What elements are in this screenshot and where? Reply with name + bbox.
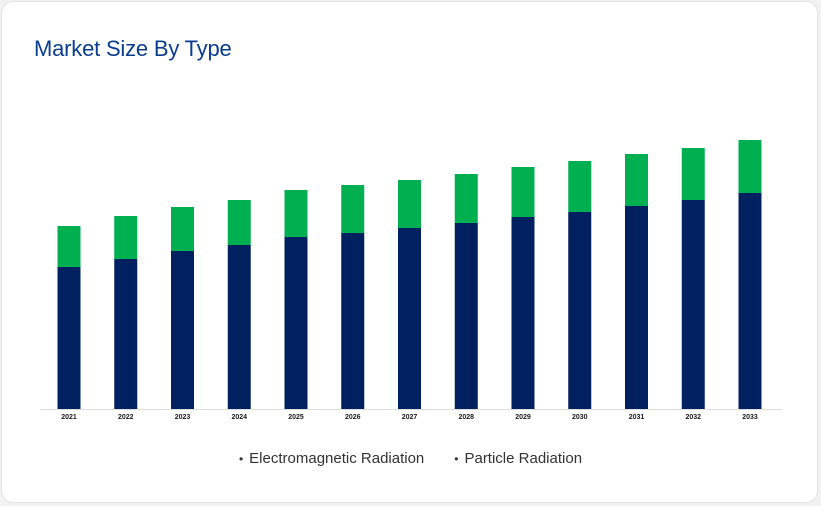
bar-particle-2029[interactable]: [511, 167, 535, 217]
x-tick-label-2026: 2026: [345, 414, 361, 421]
x-tick-label-2029: 2029: [515, 414, 531, 421]
x-tick-label-2033: 2033: [742, 414, 758, 421]
bar-particle-2032[interactable]: [681, 148, 705, 200]
chart-title: Market Size By Type: [34, 36, 232, 61]
x-tick-label-2030: 2030: [572, 414, 588, 421]
legend-item-electromagnetic[interactable]: • Electromagnetic Radiation: [239, 450, 424, 467]
bar-particle-2025[interactable]: [284, 190, 308, 237]
bar-electromagnetic-2029[interactable]: [511, 217, 535, 409]
x-tick-label-2025: 2025: [288, 414, 304, 421]
bar-particle-2023[interactable]: [171, 207, 194, 251]
bar-particle-2022[interactable]: [114, 216, 138, 259]
bar-electromagnetic-2031[interactable]: [625, 206, 648, 409]
bar-electromagnetic-2021[interactable]: [57, 267, 81, 409]
bar-particle-2024[interactable]: [227, 200, 251, 245]
bullet-icon: •: [238, 451, 244, 466]
bar-particle-2021[interactable]: [57, 226, 81, 267]
bar-electromagnetic-2026[interactable]: [341, 233, 365, 409]
legend-item-particle[interactable]: • Particle Radiation: [454, 450, 582, 467]
bullet-icon: •: [454, 451, 459, 466]
bar-particle-2030[interactable]: [568, 161, 592, 212]
legend-label: Particle Radiation: [464, 450, 583, 467]
bar-electromagnetic-2022[interactable]: [114, 259, 138, 409]
x-tick-label-2031: 2031: [629, 414, 645, 421]
bar-particle-2027[interactable]: [398, 180, 421, 228]
bar-particle-2031[interactable]: [625, 154, 648, 206]
x-tick-label-2022: 2022: [118, 414, 134, 421]
bar-particle-2028[interactable]: [454, 174, 478, 223]
bar-electromagnetic-2025[interactable]: [284, 237, 308, 409]
bar-electromagnetic-2033[interactable]: [738, 193, 762, 409]
bar-particle-2033[interactable]: [738, 140, 762, 193]
x-tick-label-2021: 2021: [61, 414, 77, 421]
bar-electromagnetic-2028[interactable]: [454, 223, 478, 409]
bar-electromagnetic-2023[interactable]: [171, 251, 194, 409]
bar-particle-2026[interactable]: [341, 185, 365, 233]
x-tick-label-2032: 2032: [685, 414, 701, 421]
bar-electromagnetic-2032[interactable]: [681, 200, 705, 409]
x-tick-label-2023: 2023: [175, 414, 191, 421]
bar-electromagnetic-2027[interactable]: [398, 228, 421, 409]
legend-label: Electromagnetic Radiation: [249, 450, 425, 467]
x-tick-label-2028: 2028: [458, 414, 474, 421]
chart-legend: • Electromagnetic Radiation • Particle R…: [0, 450, 821, 467]
bar-electromagnetic-2024[interactable]: [227, 245, 251, 409]
x-tick-label-2024: 2024: [231, 414, 247, 421]
bar-electromagnetic-2030[interactable]: [568, 212, 592, 409]
x-tick-label-2027: 2027: [402, 414, 418, 421]
